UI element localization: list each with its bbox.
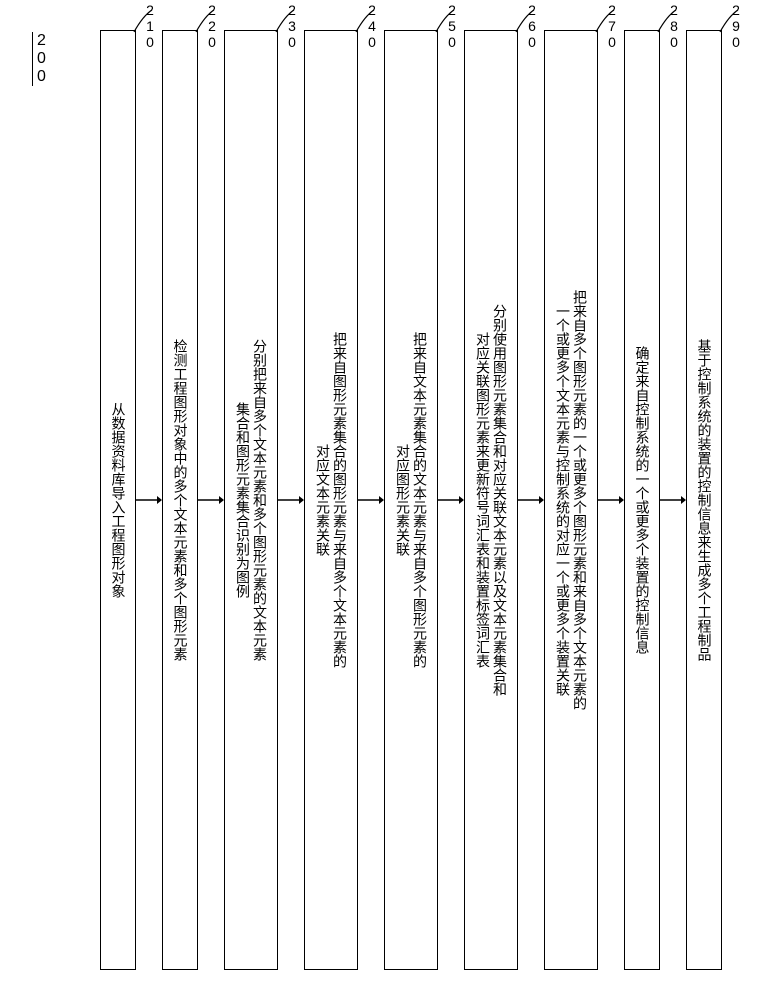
flow-step-text: 检测工程图形对象中的多个文本元素和多个图形元素 <box>172 339 189 661</box>
flow-step-250: 把来自文本元素集合的文本元素与来自多个图形元素的 对应图形元素关联 <box>384 30 438 970</box>
flow-arrow <box>598 493 624 507</box>
flow-step-text: 把来自图形元素集合的图形元素与来自多个文本元素的 对应文本元素关联 <box>314 332 348 668</box>
figure-number: 200 <box>32 32 50 86</box>
flow-step-220: 检测工程图形对象中的多个文本元素和多个图形元素 <box>162 30 198 970</box>
lead-line <box>434 8 456 34</box>
lead-line <box>194 8 216 34</box>
flow-step-210: 从数据资料库导入工程图形对象 <box>100 30 136 970</box>
flow-step-230: 分别把来自多个文本元素和多个图形元素的文本元素 集合和图形元素集合识别为图例 <box>224 30 278 970</box>
lead-line <box>514 8 536 34</box>
flow-step-290: 基于控制系统的装置的控制信息来生成多个工程制品 <box>686 30 722 970</box>
flow-step-270: 把来自多个图形元素的一个或更多个图形元素和来自多个文本元素的 一个或更多个文本元… <box>544 30 598 970</box>
flow-step-text: 从数据资料库导入工程图形对象 <box>110 402 127 598</box>
flow-arrow <box>660 493 686 507</box>
flow-step-text: 基于控制系统的装置的控制信息来生成多个工程制品 <box>696 339 713 661</box>
flow-arrow <box>518 493 544 507</box>
flow-step-text: 把来自多个图形元素的一个或更多个图形元素和来自多个文本元素的 一个或更多个文本元… <box>554 290 588 710</box>
flow-step-text: 分别把来自多个文本元素和多个图形元素的文本元素 集合和图形元素集合识别为图例 <box>234 339 268 661</box>
flow-arrow <box>438 493 464 507</box>
lead-line <box>718 8 740 34</box>
flow-arrow <box>278 493 304 507</box>
flow-step-text: 确定来自控制系统的一个或更多个装置的控制信息 <box>634 346 651 654</box>
flow-step-240: 把来自图形元素集合的图形元素与来自多个文本元素的 对应文本元素关联 <box>304 30 358 970</box>
lead-line <box>656 8 678 34</box>
lead-line <box>354 8 376 34</box>
flow-step-260: 分别使用图形元素集合和对应关联文本元素以及文本元素集合和 对应关联图形元素来更新… <box>464 30 518 970</box>
lead-line <box>132 8 154 34</box>
flow-arrow <box>198 493 224 507</box>
flow-arrow <box>136 493 162 507</box>
flow-step-280: 确定来自控制系统的一个或更多个装置的控制信息 <box>624 30 660 970</box>
flow-step-text: 分别使用图形元素集合和对应关联文本元素以及文本元素集合和 对应关联图形元素来更新… <box>474 304 508 696</box>
flow-step-text: 把来自文本元素集合的文本元素与来自多个图形元素的 对应图形元素关联 <box>394 332 428 668</box>
flow-arrow <box>358 493 384 507</box>
lead-line <box>274 8 296 34</box>
lead-line <box>594 8 616 34</box>
